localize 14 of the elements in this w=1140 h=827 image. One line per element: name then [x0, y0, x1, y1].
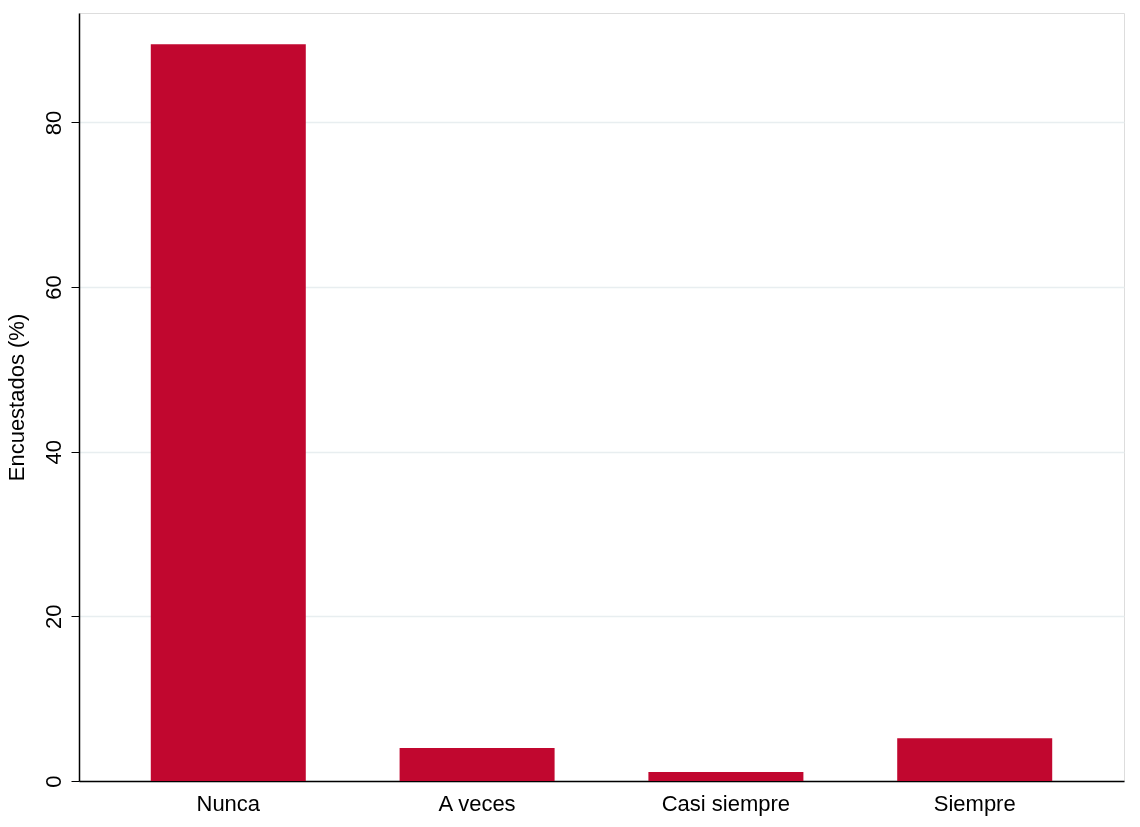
y-tick-label: 0: [40, 775, 66, 788]
bar: [399, 748, 555, 781]
y-tick-label: 40: [40, 440, 66, 465]
x-tick-label: Nunca: [196, 790, 261, 816]
bar: [648, 771, 804, 781]
x-tick-label: Casi siempre: [661, 790, 791, 816]
y-tick-label: 60: [40, 275, 66, 300]
y-axis-title: Encuestados (%): [3, 313, 29, 482]
bar: [150, 44, 306, 781]
y-tick-label: 20: [40, 604, 66, 630]
y-tick-label: 80: [40, 110, 66, 136]
x-tick-label: Siempre: [933, 790, 1016, 816]
bar: [897, 738, 1053, 781]
x-tick-label: A veces: [438, 790, 516, 816]
